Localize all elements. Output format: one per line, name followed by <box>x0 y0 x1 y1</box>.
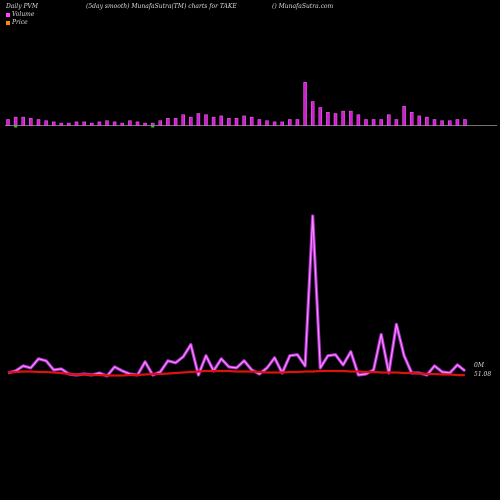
volume-bar <box>181 114 185 126</box>
volume-bar <box>257 119 262 126</box>
volume-bar <box>128 120 132 126</box>
volume-bar <box>402 106 406 126</box>
volume-bar <box>135 121 140 126</box>
down-volume-bars <box>14 125 155 128</box>
volume-bar <box>6 119 10 126</box>
legend-volume-label: Volume <box>12 11 35 18</box>
volume-bar <box>280 121 284 126</box>
volume-bar <box>90 122 94 126</box>
volume-bar <box>371 119 376 126</box>
volume-bar <box>44 120 48 126</box>
volume-line <box>7 215 466 377</box>
legend-volume: Volume <box>6 11 34 18</box>
chart-title: (5day smooth) MunafaSutra(TM) charts for… <box>86 3 237 10</box>
price-line <box>7 369 466 377</box>
volume-swatch-icon <box>6 12 10 17</box>
price-swatch-icon <box>6 20 10 25</box>
volume-bar <box>189 116 193 126</box>
volume-bar <box>234 118 239 126</box>
chart-type-label: Daily PVM <box>6 3 39 10</box>
volume-bar <box>425 116 429 126</box>
legend-price: Price <box>6 19 28 26</box>
volume-bar <box>417 115 422 126</box>
volume-bar <box>74 121 79 126</box>
volume-bar <box>295 119 300 126</box>
volume-bar <box>150 122 155 126</box>
volume-bar <box>227 118 231 126</box>
volume-bar <box>409 112 414 126</box>
volume-bar <box>333 113 338 126</box>
price-end-label: 51.08 <box>474 371 491 378</box>
volume-bar <box>455 119 460 126</box>
volume-bar <box>112 121 117 126</box>
volume-bar <box>463 119 467 126</box>
volume-bar <box>249 116 254 126</box>
volume-end-label: 0M <box>474 362 485 369</box>
volume-bar <box>432 119 437 126</box>
volume-bar <box>13 116 18 126</box>
volume-bar <box>303 82 307 126</box>
volume-bar <box>349 110 353 126</box>
volume-bars <box>6 82 467 126</box>
volume-bar <box>36 119 41 126</box>
legend-price-label: Price <box>12 19 28 26</box>
volume-bar <box>448 120 452 126</box>
volume-bar <box>394 119 399 126</box>
volume-bar <box>82 121 86 126</box>
volume-bar <box>387 114 391 126</box>
volume-bar <box>440 120 444 126</box>
volume-bar <box>265 120 269 126</box>
pvm-lines <box>7 214 466 378</box>
volume-bar <box>29 118 33 126</box>
volume-bar <box>120 122 125 126</box>
volume-line-shadow <box>7 214 466 378</box>
site-credit: () MunafaSutra.com <box>272 3 334 10</box>
volume-bar <box>59 122 64 126</box>
volume-bar <box>318 107 323 126</box>
volume-bar <box>326 112 330 126</box>
volume-bar <box>288 119 292 126</box>
down-volume-bar <box>151 125 155 128</box>
volume-bar <box>272 121 277 126</box>
volume-bar <box>379 119 383 126</box>
volume-bar <box>143 122 147 126</box>
volume-bar <box>211 116 216 126</box>
volume-bar <box>158 120 163 126</box>
volume-bar <box>166 118 170 126</box>
volume-bar <box>21 116 25 126</box>
volume-bar <box>356 114 361 126</box>
down-volume-bar <box>14 125 18 128</box>
volume-bar <box>173 118 178 126</box>
volume-bar <box>204 114 208 126</box>
volume-bar <box>196 113 201 126</box>
volume-bar <box>242 115 246 126</box>
volume-bar <box>67 122 71 126</box>
volume-bar <box>310 101 315 126</box>
volume-bar <box>219 115 224 126</box>
volume-bar <box>341 110 345 126</box>
volume-bar <box>364 119 368 126</box>
volume-bar <box>51 121 56 126</box>
volume-bar <box>97 121 102 126</box>
volume-bar <box>105 120 109 126</box>
